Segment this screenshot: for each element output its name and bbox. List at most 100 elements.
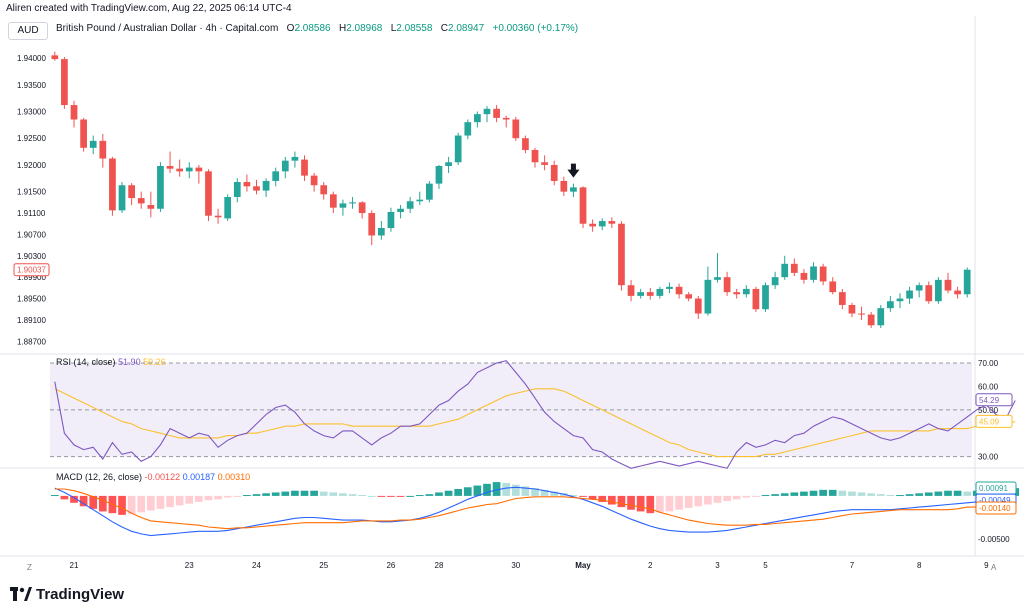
macd-legend: MACD (12, 26, close) -0.00122 0.00187 0.… (56, 472, 250, 482)
macd-histogram-bar (329, 492, 338, 496)
candle-body (137, 198, 145, 204)
macd-histogram-bar (195, 495, 203, 502)
candle-body (397, 208, 404, 212)
macd-histogram-bar (953, 490, 962, 496)
time-axis-label: 28 (435, 561, 444, 570)
macd-legend-value: 0.00187 (182, 472, 216, 482)
macd-histogram-bar (396, 495, 405, 497)
macd-histogram-bar (147, 495, 155, 511)
candle-body (406, 201, 414, 209)
candle-body (214, 215, 222, 218)
macd-histogram-bar (156, 495, 165, 509)
auto-scale-corner[interactable]: A (991, 563, 997, 572)
macd-histogram-bar (627, 495, 635, 510)
candle-body (483, 108, 491, 115)
macd-histogram-bar (934, 491, 943, 496)
macd-histogram-bar (60, 495, 69, 500)
macd-histogram-bar (848, 491, 856, 496)
macd-histogram-bar (531, 488, 539, 496)
candle-body (637, 292, 645, 296)
candle-body (887, 301, 894, 309)
rsi-value-label: 54.29 (979, 396, 1000, 405)
time-axis-label: May (575, 561, 591, 570)
symbol-label: British Pound / Australian Dollar · 4h ·… (56, 23, 279, 34)
candle-body (224, 197, 232, 219)
candle-body (742, 288, 750, 295)
candle-body (349, 202, 356, 204)
last-price-box (13, 263, 50, 277)
tradingview-brand-text: TradingView (36, 586, 125, 603)
candle-body (89, 140, 97, 148)
candle-body (819, 266, 827, 282)
candle-body (387, 211, 395, 228)
candle-body (694, 298, 702, 314)
macd-histogram-bar (540, 489, 549, 496)
last-price-label: 1.90037 (17, 266, 46, 275)
candle-body (733, 292, 741, 295)
candle-body (656, 288, 664, 296)
macd-histogram-bar (656, 495, 664, 513)
candle-body (598, 221, 606, 227)
price-tick-label: 1.90300 (17, 252, 46, 261)
candle-body (810, 266, 817, 280)
macd-legend-label: MACD (12, 26, close) (56, 472, 143, 482)
macd-value-label: 0.00091 (979, 484, 1008, 493)
macd-histogram-bar (387, 495, 395, 497)
timezone-corner[interactable]: Z (27, 563, 32, 572)
rsi-value-box (975, 393, 1013, 407)
candle-body (867, 314, 875, 326)
change-value: +0.00360 (+0.17%) (492, 23, 579, 34)
macd-histogram-bar (377, 495, 386, 497)
macd-histogram-bar (684, 495, 693, 508)
currency-box[interactable]: AUD (8, 22, 48, 40)
arrow-marker (567, 169, 580, 178)
candle-body (877, 308, 885, 326)
candle-body (762, 285, 769, 310)
signal-line (54, 488, 1016, 530)
macd-histogram-bar (79, 495, 88, 507)
price-tick-label: 1.93500 (17, 81, 46, 90)
candle-body (358, 202, 366, 214)
candle-body (589, 223, 596, 227)
rsi-tick-label: 60.00 (978, 382, 999, 391)
macd-histogram-bar (723, 495, 731, 502)
candle-body (464, 122, 472, 136)
macd-histogram-bar (819, 489, 827, 496)
candle-body (522, 138, 529, 150)
macd-histogram-bar (406, 495, 414, 497)
macd-histogram-bar (348, 494, 357, 496)
candle-body (675, 286, 683, 295)
rsi-ma-legend-value: 59.26 (143, 357, 166, 367)
macd-histogram-bar (963, 491, 972, 496)
candle-body (858, 313, 865, 315)
candle-body (61, 59, 68, 106)
candle-body (474, 114, 481, 123)
macd-histogram-bar (137, 495, 146, 513)
macd-histogram-bar (694, 495, 703, 507)
time-axis-label: 26 (386, 561, 395, 570)
candle-body (685, 294, 693, 299)
macd-histogram-bar (291, 490, 299, 496)
macd-histogram-bar (358, 495, 366, 497)
macd-histogram-bar (339, 493, 347, 496)
macd-histogram-bar (886, 495, 895, 497)
macd-value-label: -0.00049 (979, 496, 1011, 505)
macd-histogram-bar (924, 492, 933, 496)
macd-histogram-bar (636, 495, 645, 512)
candle-body (714, 277, 721, 280)
macd-histogram-bar (473, 485, 482, 496)
candle-body (205, 171, 212, 216)
open-label: O (286, 23, 295, 34)
price-tick-label: 1.94000 (17, 54, 46, 63)
time-axis-label: 9 (984, 561, 989, 570)
candle-body (80, 119, 87, 148)
macd-histogram-bar (262, 493, 270, 496)
candle-body (118, 185, 126, 211)
macd-histogram-bar (598, 495, 607, 502)
rsi-legend-label: RSI (14, close) (56, 357, 116, 367)
macd-histogram-bar (800, 491, 808, 496)
close-value: 2.08947 (447, 23, 485, 34)
macd-histogram-bar (521, 486, 530, 496)
macd-line (54, 486, 1016, 537)
